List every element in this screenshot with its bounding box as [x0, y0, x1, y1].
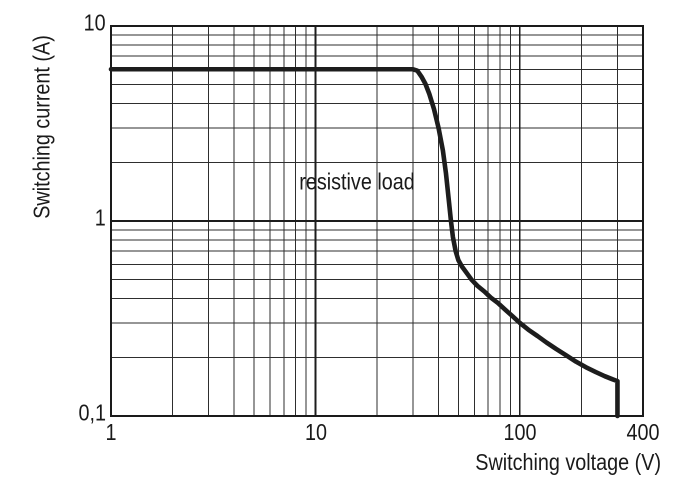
- curve-resistive-load: [108, 66, 620, 419]
- series-annotation-resistive-load: resistive load: [299, 168, 415, 195]
- x-tick-label-100: 100: [503, 419, 537, 445]
- y-tick-label-1: 1: [94, 204, 106, 231]
- y-axis-label: Switching current (A): [28, 35, 55, 219]
- x-tick-label-10: 10: [304, 419, 327, 445]
- y-tick-label-10: 10: [83, 9, 106, 36]
- x-tick-label-400: 400: [626, 419, 660, 445]
- x-tick-label-1: 1: [105, 419, 117, 445]
- plot-border: [110, 25, 644, 417]
- y-tick-label-0_1: 0,1: [78, 399, 106, 426]
- x-axis-label: Switching voltage (V): [475, 449, 661, 475]
